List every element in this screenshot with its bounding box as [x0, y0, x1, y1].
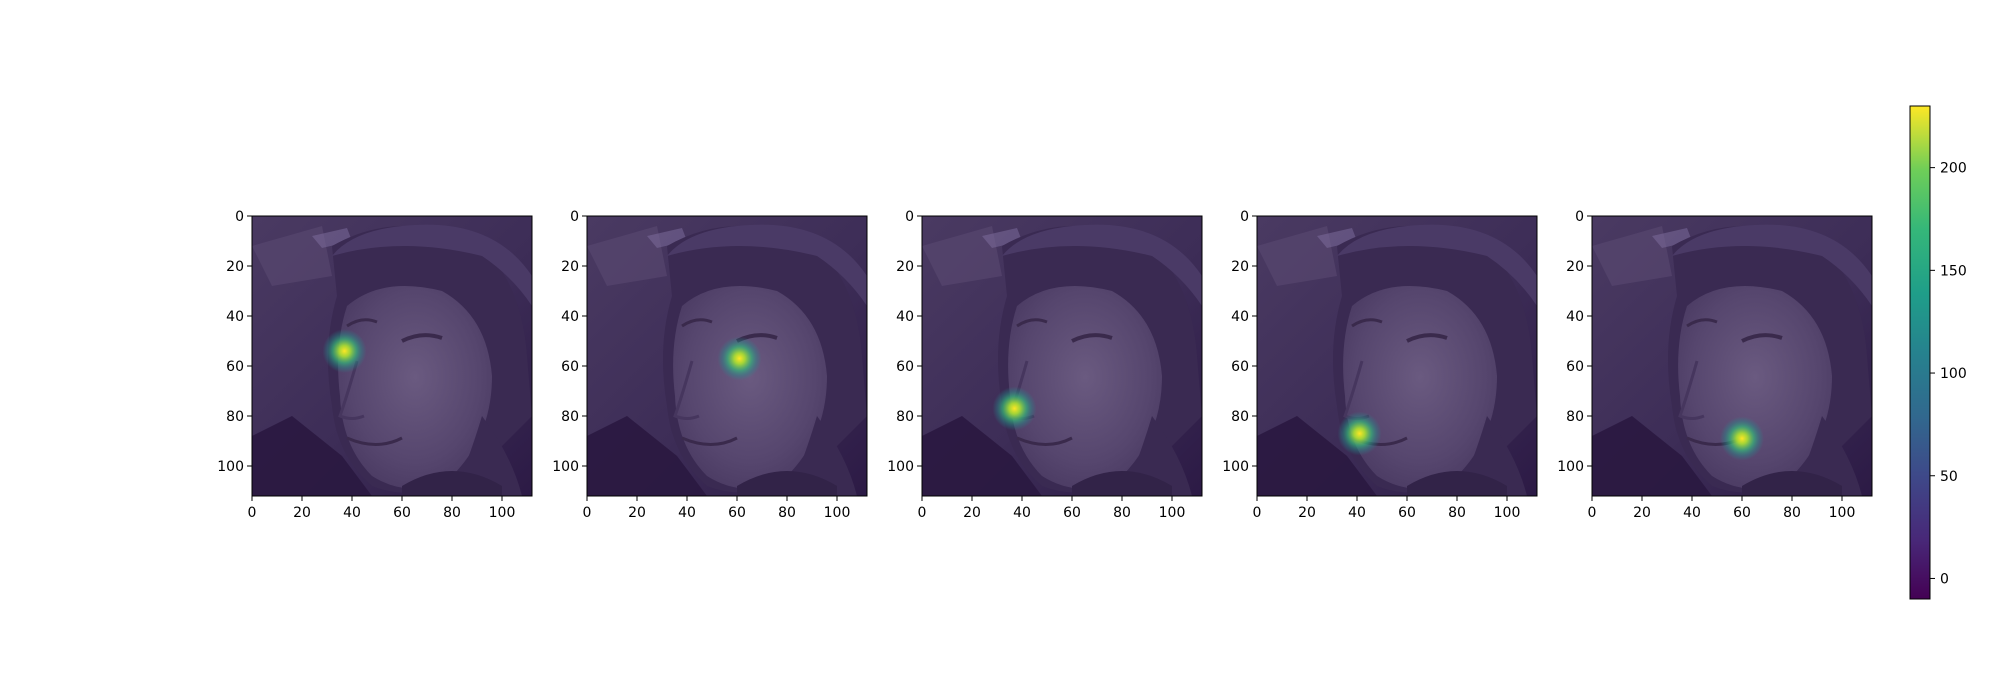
face-image [1592, 216, 1872, 496]
x-tick-label: 60 [1733, 505, 1751, 521]
y-tick-label: 0 [1575, 209, 1584, 225]
y-tick-label: 40 [1231, 309, 1249, 325]
x-tick-label: 20 [1633, 505, 1651, 521]
x-tick-label: 80 [1783, 505, 1801, 521]
y-tick-label: 100 [552, 459, 579, 475]
colorbar-gradient [1909, 105, 1931, 600]
axes-frame [1591, 215, 1873, 497]
heatmap-panel-4: 0 20 40 60 80 100 0 20 40 60 80 100 [1222, 209, 1538, 521]
y-tick-label: 20 [1566, 259, 1584, 275]
x-tick-label: 80 [443, 505, 461, 521]
y-tick-label: 60 [1566, 359, 1584, 375]
x-tick-label: 60 [393, 505, 411, 521]
axes-frame [921, 215, 1203, 497]
x-tick-label: 40 [1683, 505, 1701, 521]
face-image [1257, 216, 1537, 496]
y-tick-label: 60 [561, 359, 579, 375]
y-tick-label: 80 [1566, 409, 1584, 425]
y-tick-label: 100 [217, 459, 244, 475]
y-tick-label: 80 [561, 409, 579, 425]
y-tick-label: 40 [896, 309, 914, 325]
x-tick-label: 40 [1013, 505, 1031, 521]
heatmap-hotspot [322, 329, 367, 373]
y-tick-label: 80 [1231, 409, 1249, 425]
y-tick-label: 40 [1566, 309, 1584, 325]
x-tick-label: 100 [489, 505, 516, 521]
y-tick-label: 40 [226, 309, 244, 325]
x-tick-label: 20 [1298, 505, 1316, 521]
y-tick-label: 40 [561, 309, 579, 325]
axes-frame [251, 215, 533, 497]
heatmap-panel-1: 0 20 40 60 80 100 0 20 40 60 80 100 [217, 209, 533, 521]
colorbar-tick-label: 100 [1940, 366, 1967, 382]
x-tick-label: 40 [343, 505, 361, 521]
x-tick-label: 100 [824, 505, 851, 521]
heatmap-panel-2: 0 20 40 60 80 100 0 20 40 60 80 100 [552, 209, 868, 521]
y-tick-label: 20 [561, 259, 579, 275]
y-tick-label: 20 [896, 259, 914, 275]
y-tick-label: 60 [896, 359, 914, 375]
colorbar-tick-label: 150 [1940, 263, 1967, 279]
face-image [922, 216, 1202, 496]
y-tick-label: 0 [235, 209, 244, 225]
y-tick-label: 0 [570, 209, 579, 225]
y-tick-label: 100 [1557, 459, 1584, 475]
x-tick-label: 20 [963, 505, 981, 521]
x-tick-label: 60 [728, 505, 746, 521]
heatmap-hotspot [1720, 416, 1764, 461]
face-image [587, 216, 867, 496]
x-tick-label: 60 [1063, 505, 1081, 521]
y-tick-label: 80 [896, 409, 914, 425]
colorbar: 0 50 100 150 200 [1909, 105, 1967, 600]
x-tick-label: 40 [1348, 505, 1366, 521]
heatmap-hotspot [992, 386, 1037, 431]
heatmap-hotspot [1337, 411, 1382, 456]
y-tick-label: 100 [887, 459, 914, 475]
x-tick-label: 0 [583, 505, 592, 521]
y-tick-label: 60 [226, 359, 244, 375]
x-tick-label: 80 [778, 505, 796, 521]
y-tick-label: 100 [1222, 459, 1249, 475]
x-tick-label: 100 [1159, 505, 1186, 521]
x-tick-label: 0 [918, 505, 927, 521]
x-tick-label: 40 [678, 505, 696, 521]
x-tick-label: 100 [1829, 505, 1856, 521]
x-tick-label: 100 [1494, 505, 1521, 521]
y-tick-label: 0 [905, 209, 914, 225]
y-tick-label: 0 [1240, 209, 1249, 225]
y-tick-label: 80 [226, 409, 244, 425]
x-tick-label: 80 [1448, 505, 1466, 521]
face-image [252, 216, 532, 496]
heatmap-hotspot [717, 336, 762, 381]
y-tick-label: 60 [1231, 359, 1249, 375]
x-tick-label: 0 [1588, 505, 1597, 521]
colorbar-tick-label: 200 [1940, 161, 1967, 177]
y-tick-label: 20 [1231, 259, 1249, 275]
x-tick-label: 60 [1398, 505, 1416, 521]
x-tick-label: 20 [293, 505, 311, 521]
colorbar-tick-label: 0 [1940, 571, 1949, 587]
x-tick-label: 0 [1253, 505, 1262, 521]
colorbar-tick-label: 50 [1940, 469, 1958, 485]
x-tick-label: 80 [1113, 505, 1131, 521]
heatmap-panel-5: 0 20 40 60 80 100 0 20 40 60 80 100 [1557, 209, 1873, 521]
y-tick-label: 20 [226, 259, 244, 275]
axes-frame [1256, 215, 1538, 497]
axes-frame [586, 215, 868, 497]
x-tick-label: 0 [248, 505, 257, 521]
heatmap-panel-3: 0 20 40 60 80 100 0 20 40 60 80 100 [887, 209, 1203, 521]
x-tick-label: 20 [628, 505, 646, 521]
